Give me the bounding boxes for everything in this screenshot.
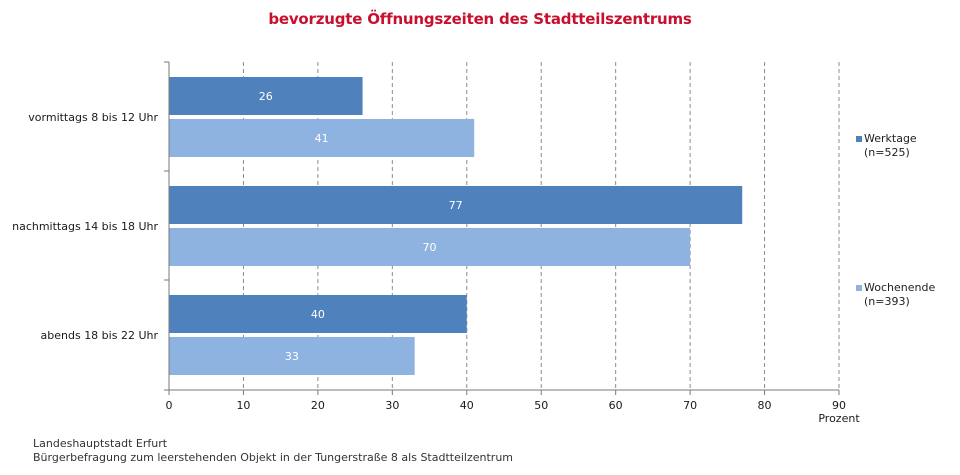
axes bbox=[164, 61, 840, 395]
legend-item-wochenende: Wochenende (n=393) bbox=[856, 281, 936, 309]
data-label-wochenende-1: 70 bbox=[423, 241, 437, 254]
bar-werktage-2 bbox=[169, 295, 467, 333]
data-label-werktage-2: 40 bbox=[311, 308, 325, 321]
bar-wochenende-2 bbox=[169, 337, 415, 375]
legend-swatch-werktage bbox=[856, 136, 862, 142]
bar-wochenende-1 bbox=[169, 228, 691, 266]
bars bbox=[169, 77, 743, 375]
x-tick-label-0: 0 bbox=[166, 399, 173, 412]
x-tick-label-70: 70 bbox=[683, 399, 697, 412]
legend-label-werktage: Werktage bbox=[864, 132, 917, 145]
category-label-1: nachmittags 14 bis 18 Uhr bbox=[12, 220, 158, 233]
x-tick-label-30: 30 bbox=[385, 399, 399, 412]
source-line-2: Bürgerbefragung zum leerstehenden Objekt… bbox=[33, 451, 514, 464]
data-label-werktage-0: 26 bbox=[259, 90, 273, 103]
x-tick-label-90: 90 bbox=[832, 399, 846, 412]
legend-n-werktage: (n=525) bbox=[864, 146, 910, 159]
legend-swatch-wochenende bbox=[856, 285, 862, 291]
x-tick-label-80: 80 bbox=[758, 399, 772, 412]
x-tick-label-50: 50 bbox=[534, 399, 548, 412]
category-label-2: abends 18 bis 22 Uhr bbox=[41, 329, 159, 342]
x-axis-label: Prozent bbox=[818, 412, 860, 425]
bar-werktage-0 bbox=[169, 77, 363, 115]
source-line-1: Landeshauptstadt Erfurt bbox=[33, 437, 168, 450]
x-tick-label-20: 20 bbox=[311, 399, 325, 412]
category-label-0: vormittags 8 bis 12 Uhr bbox=[28, 111, 158, 124]
gridlines bbox=[242, 62, 840, 390]
x-tick-label-10: 10 bbox=[236, 399, 250, 412]
chart-title: bevorzugte Öffnungszeiten des Stadtteils… bbox=[268, 10, 692, 28]
bar-werktage-1 bbox=[169, 186, 743, 224]
x-tick-label-40: 40 bbox=[460, 399, 474, 412]
x-tick-label-60: 60 bbox=[609, 399, 623, 412]
data-label-wochenende-0: 41 bbox=[315, 132, 329, 145]
legend-n-wochenende: (n=393) bbox=[864, 295, 910, 308]
data-label-wochenende-2: 33 bbox=[285, 350, 299, 363]
labels: 26 41 vormittags 8 bis 12 Uhr 77 70 nachmitta… bbox=[12, 90, 860, 425]
bar-wochenende-0 bbox=[169, 119, 475, 157]
data-label-werktage-1: 77 bbox=[449, 199, 463, 212]
legend-label-wochenende: Wochenende bbox=[864, 281, 936, 294]
legend-item-werktage: Werktage (n=525) bbox=[856, 132, 917, 160]
